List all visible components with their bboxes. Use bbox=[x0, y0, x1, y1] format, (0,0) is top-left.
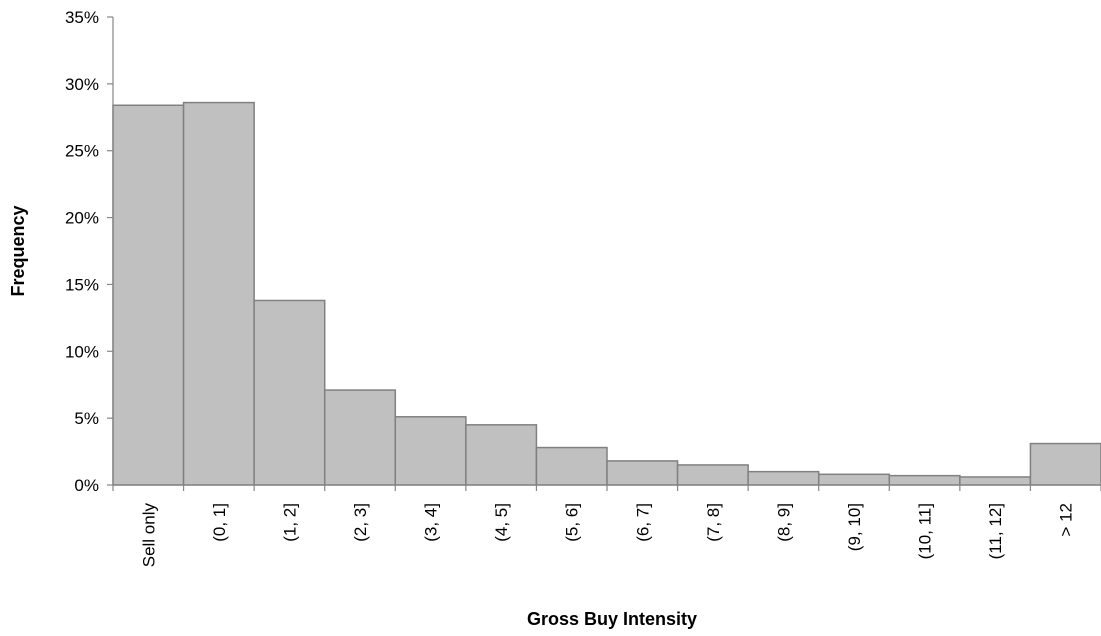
y-tick-label: 15% bbox=[65, 275, 99, 294]
bar bbox=[535, 446, 608, 486]
x-axis-ticks: Sell only (0, 1] (1, 2] (2, 3] (3, 4] (4, 5] (… bbox=[112, 485, 1101, 568]
x-tick-label: (2, 3] bbox=[351, 503, 370, 542]
y-tick-label: 20% bbox=[65, 209, 99, 228]
bar bbox=[253, 299, 326, 486]
x-tick-label: (6, 7] bbox=[633, 503, 652, 542]
bar bbox=[959, 476, 1032, 486]
y-tick-label: 10% bbox=[65, 342, 99, 361]
x-tick-label: Sell only bbox=[139, 503, 158, 568]
bar bbox=[112, 104, 185, 486]
y-tick-label: 35% bbox=[65, 8, 99, 27]
bar bbox=[606, 460, 679, 486]
bar bbox=[323, 389, 397, 486]
bar bbox=[465, 424, 538, 486]
bar bbox=[1029, 442, 1101, 486]
x-tick-label: (3, 4] bbox=[422, 503, 441, 542]
y-tick-label: 0% bbox=[74, 476, 99, 495]
x-tick-label: (1, 2] bbox=[280, 503, 299, 542]
bar bbox=[817, 473, 891, 486]
x-tick-label: (8, 9] bbox=[774, 503, 793, 542]
y-tick-label: 25% bbox=[65, 142, 99, 161]
bar bbox=[182, 101, 255, 486]
x-tick-label: > 12 bbox=[1057, 503, 1076, 537]
x-tick-label: (10, 11] bbox=[916, 503, 935, 559]
x-tick-label: (4, 5] bbox=[492, 503, 511, 542]
y-axis-title: Frequency bbox=[8, 205, 28, 296]
bar bbox=[394, 416, 467, 486]
bar bbox=[888, 474, 961, 486]
x-tick-label: (7, 8] bbox=[704, 503, 723, 542]
bar bbox=[747, 470, 820, 486]
x-tick-label: (0, 1] bbox=[210, 503, 229, 542]
bars-group bbox=[112, 101, 1101, 486]
x-tick-label: (11, 12] bbox=[986, 503, 1005, 559]
x-tick-label: (5, 6] bbox=[563, 503, 582, 542]
y-tick-label: 5% bbox=[74, 409, 99, 428]
bar bbox=[676, 464, 749, 486]
y-tick-label: 30% bbox=[65, 75, 99, 94]
y-axis-ticks: 0% 5% 10% 15% 20% 25% 30% 35% bbox=[65, 8, 113, 495]
x-tick-label: (9, 10] bbox=[845, 503, 864, 551]
x-axis-title: Gross Buy Intensity bbox=[527, 609, 697, 629]
